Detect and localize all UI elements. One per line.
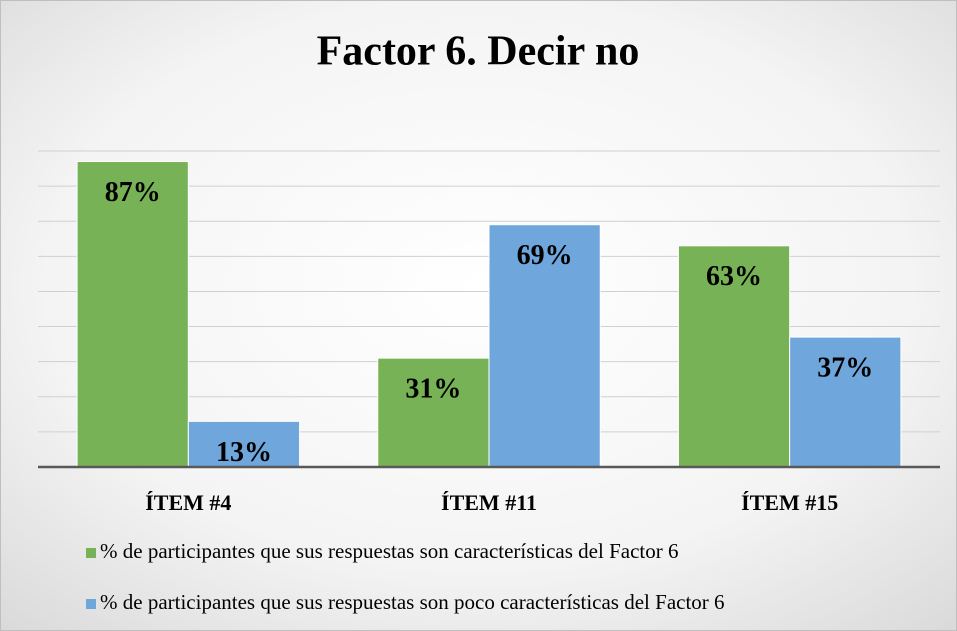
data-label: 87% [105, 177, 161, 208]
x-tick-label: ÍTEM #11 [441, 490, 537, 515]
legend-marker [86, 548, 96, 558]
x-tick-label: ÍTEM #15 [741, 490, 838, 515]
x-tick-label: ÍTEM #4 [145, 490, 231, 515]
legend-marker [86, 599, 96, 609]
data-label: 69% [517, 240, 573, 271]
data-label: 37% [817, 353, 873, 384]
data-label: 31% [405, 374, 461, 405]
legend-label: % de participantes que sus respuestas so… [100, 590, 725, 614]
data-label: 63% [706, 261, 762, 292]
bar [789, 336, 902, 468]
bar [377, 357, 490, 468]
bar [677, 245, 791, 468]
legend-label: % de participantes que sus respuestas so… [100, 539, 678, 563]
chart-title: Factor 6. Decir no [317, 29, 640, 75]
bar [76, 161, 189, 468]
bar [488, 224, 601, 468]
data-label: 13% [216, 437, 272, 468]
